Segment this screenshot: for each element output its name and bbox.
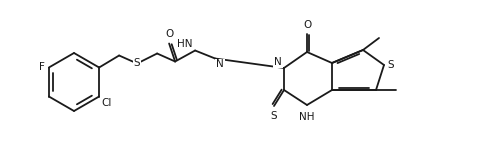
- Text: N: N: [274, 57, 282, 67]
- Text: NH: NH: [299, 112, 315, 122]
- Text: S: S: [134, 59, 141, 69]
- Text: S: S: [271, 111, 277, 121]
- Text: HN: HN: [177, 39, 193, 49]
- Text: Cl: Cl: [101, 97, 111, 107]
- Text: S: S: [387, 60, 393, 70]
- Text: N: N: [216, 59, 224, 69]
- Text: O: O: [165, 30, 173, 39]
- Text: O: O: [303, 20, 311, 30]
- Text: F: F: [39, 62, 45, 73]
